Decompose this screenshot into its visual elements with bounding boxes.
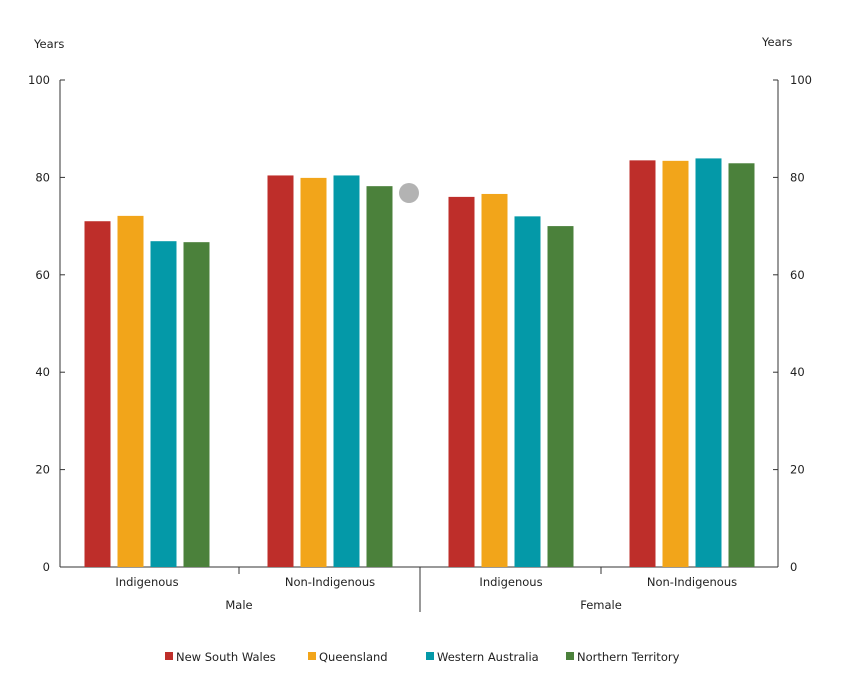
bar-northern-territory <box>547 226 574 567</box>
bar-western-australia <box>514 216 541 568</box>
bar-northern-territory <box>183 242 210 567</box>
y-axis-label-right: Years <box>761 35 792 49</box>
bar-western-australia <box>695 158 722 568</box>
bar-new-south-wales <box>448 196 475 567</box>
bar-new-south-wales <box>629 160 656 568</box>
y-tick-label-right: 40 <box>790 365 805 379</box>
y-tick-label-left: 40 <box>35 365 50 379</box>
y-tick-label-left: 0 <box>43 560 50 574</box>
bar-new-south-wales <box>84 221 111 568</box>
legend-swatch <box>426 652 434 660</box>
bar-queensland <box>481 193 508 567</box>
bar-queensland <box>300 177 327 567</box>
bar-northern-territory <box>728 163 755 568</box>
legend-label: Queensland <box>319 650 388 664</box>
y-tick-label-right: 100 <box>790 73 812 87</box>
legend-swatch <box>566 652 574 660</box>
bar-queensland <box>662 160 689 568</box>
legend-label: New South Wales <box>176 650 276 664</box>
y-tick-label-left: 60 <box>35 268 50 282</box>
legend-label: Northern Territory <box>577 650 680 664</box>
bar-northern-territory <box>366 186 393 567</box>
bar-new-south-wales <box>267 175 294 567</box>
bar-western-australia <box>150 241 177 567</box>
group-label-female: Female <box>580 598 622 612</box>
y-axis-label-left: Years <box>33 37 64 51</box>
y-tick-label-left: 80 <box>35 170 50 184</box>
x-tick-label: Indigenous <box>115 575 178 589</box>
y-tick-label-right: 60 <box>790 268 805 282</box>
group-label-male: Male <box>225 598 252 612</box>
legend-swatch <box>308 652 316 660</box>
y-tick-label-right: 0 <box>790 560 797 574</box>
x-tick-label: Non-Indigenous <box>647 575 737 589</box>
y-tick-label-right: 20 <box>790 463 805 477</box>
y-tick-label-right: 80 <box>790 170 805 184</box>
legend-swatch <box>165 652 173 660</box>
legend-label: Western Australia <box>437 650 539 664</box>
x-tick-label: Indigenous <box>479 575 542 589</box>
x-tick-label: Non-Indigenous <box>285 575 375 589</box>
y-tick-label-left: 100 <box>28 73 50 87</box>
bar-queensland <box>117 215 144 568</box>
y-tick-label-left: 20 <box>35 463 50 477</box>
cursor-dot <box>399 183 419 203</box>
bar-western-australia <box>333 175 360 567</box>
